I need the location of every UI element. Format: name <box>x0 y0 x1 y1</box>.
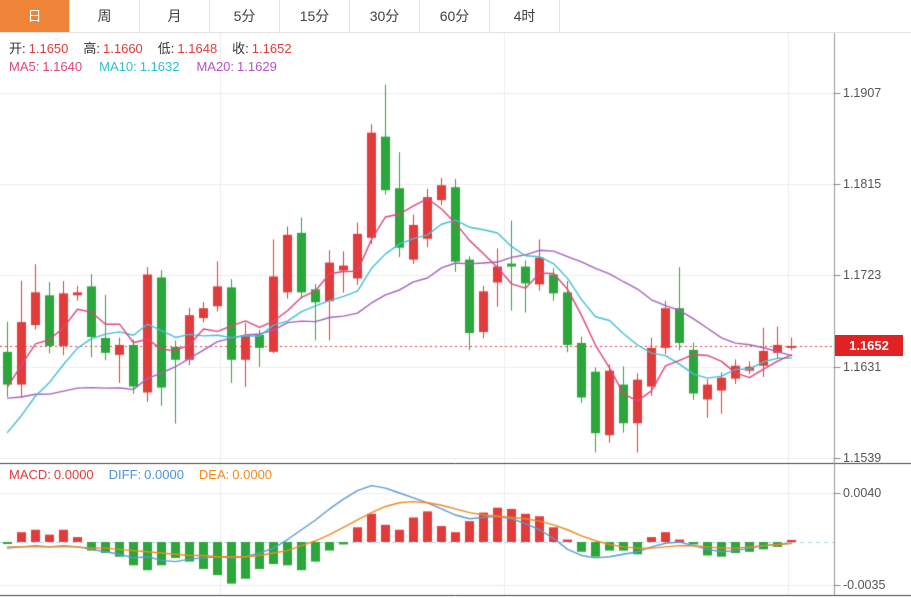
close-value: 1.1652 <box>251 41 292 56</box>
tab-day[interactable]: 日 <box>0 0 70 32</box>
macd-value: 0.0000 <box>53 467 94 482</box>
ma5-readout: MA5: 1.1640 <box>9 59 82 74</box>
close-readout: 收: 1.1652 <box>232 38 291 57</box>
ma20-label: MA20: <box>196 59 235 74</box>
open-label: 开: <box>9 41 26 56</box>
close-label: 收: <box>232 41 249 56</box>
ma5-value: 1.1640 <box>42 59 83 74</box>
dea-readout: DEA: 0.0000 <box>199 467 272 482</box>
macd-label: MACD: <box>9 467 51 482</box>
tab-15min[interactable]: 15分 <box>280 0 350 32</box>
price-tick-label: 1.1631 <box>843 359 882 374</box>
price-tick-label: 1.1815 <box>843 177 882 192</box>
price-tick-label: 1.1723 <box>843 268 882 283</box>
ma10-label: MA10: <box>99 59 137 74</box>
macd-tick-label: 0.0040 <box>843 486 882 500</box>
tab-month[interactable]: 月 <box>140 0 210 32</box>
price-tick-label: 1.1539 <box>843 450 882 465</box>
tab-30min[interactable]: 30分 <box>350 0 420 32</box>
low-value: 1.1648 <box>177 41 218 56</box>
price-tick-label: 1.1907 <box>843 86 882 100</box>
current-price-badge: 1.1652 <box>835 335 903 357</box>
high-readout: 高: 1.1660 <box>83 38 142 57</box>
ma10-value: 1.1632 <box>139 59 180 74</box>
ohlc-legend: 开: 1.1650 高: 1.1660 低: 1.1648 收: 1.1652 <box>9 38 292 57</box>
tab-week[interactable]: 周 <box>70 0 140 32</box>
macd-legend: MACD: 0.0000 DIFF: 0.0000 DEA: 0.0000 <box>9 467 272 482</box>
ma20-value: 1.1629 <box>237 59 277 74</box>
diff-label: DIFF: <box>108 467 142 482</box>
high-label: 高: <box>83 41 101 56</box>
diff-readout: DIFF: 0.0000 <box>109 467 184 482</box>
low-readout: 低: 1.1648 <box>158 38 217 57</box>
open-readout: 开: 1.1650 <box>9 38 68 57</box>
low-label: 低: <box>157 41 175 56</box>
tab-5min[interactable]: 5分 <box>210 0 280 32</box>
ma20-readout: MA20: 1.1629 <box>196 59 276 74</box>
macd-tick-label: -0.0035 <box>843 577 886 592</box>
macd-readout: MACD: 0.0000 <box>9 467 94 482</box>
high-value: 1.1660 <box>103 41 143 56</box>
ma-legend: MA5: 1.1640 MA10: 1.1632 MA20: 1.1629 <box>9 59 277 74</box>
dea-label: DEA: <box>198 467 230 482</box>
tab-4hour[interactable]: 4时 <box>490 0 560 32</box>
ma5-label: MA5: <box>9 59 40 74</box>
diff-value: 0.0000 <box>144 467 184 482</box>
dea-value: 0.0000 <box>232 467 273 482</box>
tab-60min[interactable]: 60分 <box>420 0 490 32</box>
ma10-readout: MA10: 1.1632 <box>99 59 179 74</box>
open-value: 1.1650 <box>28 41 69 56</box>
timeframe-tab-bar: 日周月 5分 15分 30分 60分 4时 <box>0 0 911 33</box>
